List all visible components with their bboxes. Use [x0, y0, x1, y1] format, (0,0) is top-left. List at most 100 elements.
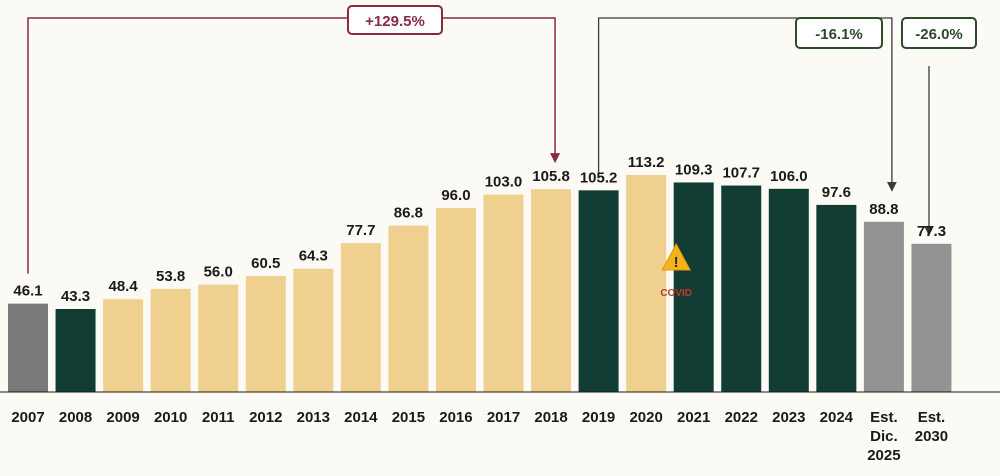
x-tick-line: 2016	[439, 409, 472, 426]
value-label-2021: 109.3	[675, 161, 713, 178]
growth-callout: +129.5%	[347, 5, 443, 35]
x-tick-labels-layer: 2007 2008 2009 2010 2011 2012 2013 2014 2015 2016…	[11, 409, 948, 464]
x-tick-line: 2018	[534, 409, 567, 426]
x-tick-line: 2008	[59, 409, 92, 426]
x-tick-label-est-dic-2025: Est. Dic. 2025	[867, 409, 900, 464]
x-tick-label-2009: 2009	[106, 409, 139, 426]
bar-2020	[626, 175, 667, 392]
x-tick-label-2013: 2013	[297, 409, 330, 426]
bar-2017	[483, 194, 524, 392]
x-tick-label-est-2030: Est. 2030	[915, 409, 948, 445]
x-tick-line: 2007	[11, 409, 44, 426]
x-tick-label-2024: 2024	[820, 409, 854, 426]
decline-2025-bracket-arrow	[597, 17, 897, 192]
value-label-2017: 103.0	[485, 174, 523, 191]
bar-2018	[531, 189, 572, 392]
bar-est-dic-2025	[863, 221, 904, 392]
bar-2019	[578, 190, 619, 392]
value-label-2024: 97.6	[822, 184, 851, 201]
bar-2024	[816, 204, 857, 392]
x-tick-line: 2009	[106, 409, 139, 426]
x-tick-line: 2014	[344, 409, 378, 426]
value-label-2022: 107.7	[722, 165, 760, 182]
covid-label: COVID	[660, 288, 692, 299]
decline-2025-callout-box	[795, 17, 883, 49]
value-label-2014: 77.7	[346, 222, 375, 239]
x-tick-line: 2015	[392, 409, 425, 426]
bar-2022	[721, 185, 762, 392]
value-label-2018: 105.8	[532, 168, 570, 185]
value-label-2016: 96.0	[441, 187, 470, 204]
x-tick-line: Est.	[870, 409, 898, 426]
value-label-2020: 113.2	[628, 154, 665, 171]
x-tick-label-2022: 2022	[725, 409, 758, 426]
bar-2015	[388, 225, 429, 392]
bar-2008	[55, 308, 96, 392]
bar-2007	[8, 303, 48, 392]
x-tick-line: 2010	[154, 409, 187, 426]
value-labels-layer: 46.1 43.3 48.4 53.8 56.0 60.5 64.3 77.7 86.8 96.0…	[13, 154, 946, 305]
x-tick-line: 2025	[867, 447, 900, 464]
x-tick-label-2017: 2017	[487, 409, 520, 426]
x-tick-line: 2019	[582, 409, 615, 426]
bar-2011	[198, 284, 239, 392]
x-tick-label-2016: 2016	[439, 409, 472, 426]
growth-callout-text: +129.5%	[365, 13, 425, 30]
x-tick-label-2018: 2018	[534, 409, 567, 426]
x-tick-label-2023: 2023	[772, 409, 805, 426]
x-tick-label-2008: 2008	[59, 409, 92, 426]
value-label-2015: 86.8	[394, 205, 423, 222]
value-label-est-dic-2025: 88.8	[869, 201, 898, 218]
x-tick-label-2012: 2012	[249, 409, 282, 426]
bar-2013	[293, 268, 334, 392]
bar-2014	[340, 243, 381, 392]
x-tick-label-2010: 2010	[154, 409, 187, 426]
value-label-2019: 105.2	[580, 169, 618, 186]
bar-2021	[673, 182, 714, 392]
bar-2016	[435, 207, 476, 392]
x-tick-label-2007: 2007	[11, 409, 44, 426]
growth-bracket-arrow	[27, 17, 561, 274]
x-tick-label-2015: 2015	[392, 409, 425, 426]
value-label-2009: 48.4	[108, 278, 138, 295]
warning-exclamation: !	[674, 254, 679, 271]
decline-2025-callout: -16.1%	[795, 17, 883, 49]
decline-2025-callout-text: -16.1%	[815, 26, 863, 43]
x-tick-line: 2017	[487, 409, 520, 426]
value-label-2010: 53.8	[156, 268, 185, 285]
value-label-2008: 43.3	[61, 288, 90, 305]
x-tick-line: 2024	[820, 409, 854, 426]
x-tick-line: 2020	[629, 409, 662, 426]
x-tick-line: 2013	[297, 409, 330, 426]
warning-icon	[661, 242, 691, 271]
x-tick-line: 2012	[249, 409, 282, 426]
bar-est-2030	[911, 243, 952, 392]
x-tick-label-2011: 2011	[202, 409, 235, 426]
callouts-layer: +129.5% -16.1% -26.0%	[27, 5, 977, 274]
decline-2030-callout-box	[901, 17, 977, 49]
x-tick-line: 2023	[772, 409, 805, 426]
decline-2030-callout-text: -26.0%	[915, 26, 963, 43]
bar-2009	[103, 299, 144, 392]
x-tick-label-2014: 2014	[344, 409, 378, 426]
covid-annotation: ! COVID	[660, 242, 692, 299]
bar-2023	[768, 188, 809, 392]
bar-2010	[150, 288, 191, 392]
x-tick-line: 2011	[202, 409, 235, 426]
growth-callout-box	[347, 5, 443, 35]
x-tick-line: 2022	[725, 409, 758, 426]
x-tick-label-2019: 2019	[582, 409, 615, 426]
value-label-est-2030: 77.3	[917, 223, 946, 240]
bars-layer	[0, 175, 1000, 393]
x-tick-line: Dic.	[870, 428, 898, 445]
value-label-2007: 46.1	[13, 283, 42, 300]
x-tick-label-2020: 2020	[629, 409, 662, 426]
value-label-2012: 60.5	[251, 255, 280, 272]
x-tick-label-2021: 2021	[677, 409, 710, 426]
x-tick-line: 2030	[915, 428, 948, 445]
bar-2012	[245, 276, 286, 392]
x-tick-line: 2021	[677, 409, 710, 426]
value-label-2013: 64.3	[299, 248, 328, 265]
decline-2030-callout: -26.0%	[901, 17, 977, 49]
